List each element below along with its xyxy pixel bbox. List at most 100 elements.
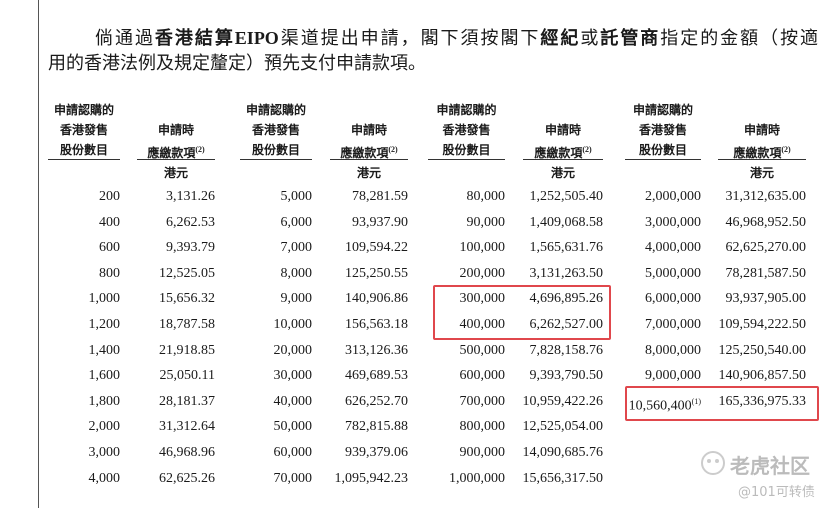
amount-cell: 9,393,790.50 — [529, 368, 604, 384]
shares-cell: 3,000 — [88, 445, 121, 460]
amount-cell: 7,828,158.76 — [529, 342, 604, 358]
shares-cell: 100,000 — [459, 240, 506, 256]
shares-cell: 7,000,000 — [645, 317, 701, 332]
amount-cell: 46,968.96 — [159, 445, 215, 460]
shares-cell: 400 — [99, 214, 120, 230]
header-rule — [240, 159, 312, 160]
shares-cell: 900,000 — [459, 445, 506, 460]
shares-header: 股份數目 — [442, 143, 491, 157]
shares-cell: 7,000 — [280, 240, 313, 256]
shares-cell: 2,000,000 — [645, 189, 701, 204]
shares-cell: 9,000,000 — [645, 368, 701, 384]
unit: 港元 — [356, 166, 381, 180]
amount-note: (2) — [388, 145, 398, 154]
shares-cell: 200 — [99, 189, 120, 204]
unit: 港元 — [163, 166, 188, 180]
shares-cell: 10,560,400(1) — [605, 392, 701, 417]
highlight-box — [625, 386, 819, 421]
shares-header: 香港發售 — [638, 123, 687, 137]
intro-bold: 香港結算EIPO — [154, 28, 279, 48]
amount-cell: 140,906.86 — [345, 291, 408, 307]
amount-cell: 21,918.85 — [159, 342, 215, 358]
amount-cell: 939,379.06 — [345, 445, 408, 460]
shares-cell: 2,000 — [88, 419, 121, 435]
amount-cell: 25,050.11 — [159, 368, 215, 384]
intro-text: 指定的金額（按適 — [660, 28, 819, 48]
intro-text: 用的香港法例及規定釐定）預先支付申請款項。 — [48, 53, 426, 73]
amount-cell: 156,563.18 — [345, 317, 408, 332]
amount-cell: 93,937,905.00 — [725, 291, 807, 307]
amount-header: 應繳款項(2) — [733, 145, 791, 160]
amount-cell: 9,393.79 — [166, 240, 215, 256]
amount-header: 應繳款項(2) — [534, 145, 592, 160]
amount-note: (2) — [195, 145, 205, 154]
intro-bold: 託管商 — [600, 28, 661, 48]
amount-cell: 6,262,527.00 — [529, 317, 604, 332]
shares-cell: 800,000 — [459, 419, 506, 435]
unit: 港元 — [749, 166, 774, 180]
shares-cell: 400,000 — [459, 317, 506, 332]
shares-cell: 50,000 — [273, 419, 313, 435]
shares-header: 申請認購的 — [245, 103, 306, 117]
shares-cell: 10,000 — [273, 317, 313, 332]
shares-cell: 8,000,000 — [645, 342, 701, 358]
intro-text: 或 — [580, 28, 601, 48]
intro-bold: 經紀 — [540, 28, 581, 48]
shares-cell: 6,000,000 — [645, 291, 701, 307]
shares-cell: 6,000 — [280, 214, 313, 230]
shares-cell: 1,000,000 — [449, 470, 505, 486]
shares-cell: 80,000 — [466, 189, 506, 204]
shares-cell: 600,000 — [459, 368, 506, 384]
amount-cell: 1,409,068.58 — [529, 214, 604, 230]
shares-cell: 1,600 — [88, 368, 121, 384]
amount-cell: 109,594,222.50 — [718, 317, 807, 332]
shares-cell: 70,000 — [273, 470, 313, 486]
shares-cell: 4,000 — [88, 470, 121, 486]
shares-header: 股份數目 — [251, 143, 300, 157]
shares-cell: 700,000 — [459, 393, 506, 409]
header-rule — [718, 159, 806, 160]
shares-header: 香港發售 — [442, 123, 491, 137]
unit: 港元 — [550, 166, 575, 180]
amount-cell: 12,525,054.00 — [522, 419, 604, 435]
shares-cell: 200,000 — [459, 265, 506, 281]
watermark-brand: 老虎社区 — [730, 454, 810, 478]
intro-text: 渠道提出申請，閣下須按閣下 — [278, 28, 541, 48]
amount-cell: 313,126.36 — [345, 342, 408, 358]
shares-cell: 30,000 — [273, 368, 313, 384]
shares-note: (1) — [691, 396, 701, 406]
shares-cell: 9,000 — [280, 291, 313, 307]
amount-note: (2) — [582, 145, 592, 154]
watermark-handle: @101可转债 — [738, 485, 815, 500]
shares-cell: 1,200 — [88, 317, 121, 332]
amount-header: 應繳款項(2) — [147, 145, 205, 160]
amount-cell: 1,565,631.76 — [529, 240, 604, 256]
amount-cell: 78,281.59 — [352, 189, 408, 204]
amount-cell: 62,625,270.00 — [725, 240, 807, 256]
shares-cell: 90,000 — [466, 214, 506, 230]
amount-header: 申請時 — [157, 123, 194, 137]
shares-cell: 300,000 — [459, 291, 506, 307]
amount-header: 申請時 — [350, 123, 387, 137]
amount-cell: 125,250.55 — [345, 265, 408, 281]
shares-cell: 1,800 — [88, 393, 121, 409]
shares-header: 申請認購的 — [53, 103, 114, 117]
amount-header: 應繳款項(2) — [340, 145, 398, 160]
header-rule — [428, 159, 505, 160]
shares-cell: 500,000 — [459, 342, 506, 358]
amount-header: 申請時 — [544, 123, 581, 137]
amount-cell: 78,281,587.50 — [725, 265, 807, 281]
amount-cell: 3,131.26 — [166, 189, 215, 204]
amount-cell: 18,787.58 — [159, 317, 215, 332]
header-rule — [330, 159, 408, 160]
header-rule — [137, 159, 215, 160]
amount-cell: 469,689.53 — [345, 368, 408, 384]
shares-cell: 60,000 — [273, 445, 313, 460]
amount-cell: 1,095,942.23 — [334, 470, 409, 486]
amount-cell: 140,906,857.50 — [718, 368, 807, 384]
intro-text: 倘通過 — [95, 28, 155, 48]
amount-cell: 31,312,635.00 — [725, 189, 807, 204]
shares-header: 申請認購的 — [632, 103, 693, 117]
header-rule — [48, 159, 120, 160]
shares-cell: 1,000 — [88, 291, 121, 307]
